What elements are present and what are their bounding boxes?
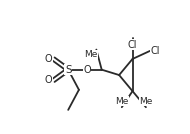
Text: Me: Me bbox=[115, 97, 128, 106]
Text: Cl: Cl bbox=[128, 40, 137, 50]
Text: Me: Me bbox=[139, 97, 153, 106]
Text: O: O bbox=[45, 54, 53, 64]
Text: O: O bbox=[83, 65, 91, 75]
Text: Me: Me bbox=[84, 50, 98, 59]
Text: O: O bbox=[45, 75, 53, 85]
Text: Cl: Cl bbox=[150, 46, 160, 56]
Text: S: S bbox=[65, 65, 71, 75]
